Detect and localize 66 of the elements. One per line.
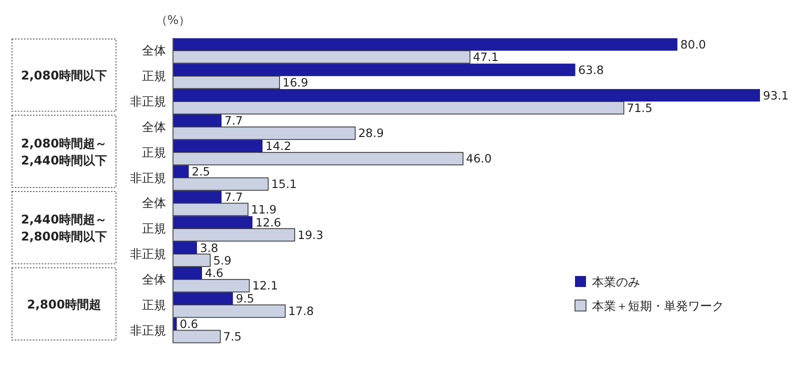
bar [173,292,233,305]
y-tick-label: 非正規 [130,323,166,338]
bar [172,76,280,90]
text: 2,800時間超 [27,297,101,312]
bar [173,64,576,76]
data-label: 93.1 [763,88,789,102]
data-label: 0.6 [180,317,198,332]
bar [172,126,356,140]
data-label: 7.7 [224,190,243,204]
bar [172,152,464,166]
bar [173,242,197,254]
data-label: 47.1 [472,50,499,64]
y-tick-label: 正規 [142,69,166,84]
data-label: 46.0 [466,152,492,166]
data-label: 2.5 [192,164,210,179]
bar [172,279,250,292]
bar [173,89,760,102]
text: 2,080時間超～ 2,440時間以下 [21,136,107,168]
data-label: 7.5 [223,330,242,344]
y-tick-label: 非正規 [130,247,166,262]
data-label: 12.6 [255,215,282,230]
y-tick-label: 全体 [142,44,166,58]
bar [173,38,678,51]
data-label: 5.9 [213,253,232,268]
data-label: 19.3 [298,228,324,242]
data-label: 71.5 [626,100,652,115]
bar [173,190,222,204]
bar [172,254,211,267]
data-label: 15.1 [271,177,297,192]
data-label: 11.9 [251,202,277,216]
data-label: 80.0 [680,37,706,52]
data-label: 9.5 [236,292,254,306]
y-tick-label: 正規 [142,145,166,160]
bar [172,304,286,318]
bar [172,330,221,344]
data-label: 4.6 [205,266,224,280]
y-tick-label: 全体 [142,196,166,210]
y-tick-label: 非正規 [130,94,166,109]
y-tick-label: 全体 [142,120,166,134]
legend-label: 本業＋短期・単発ワーク [592,299,724,313]
bar [173,216,252,229]
bar [172,177,269,191]
bar [173,140,263,152]
bar [173,266,202,280]
data-label: 16.9 [282,75,308,90]
bar [172,101,624,114]
bar [173,114,222,127]
data-label: 28.9 [358,126,384,140]
data-label: 17.8 [288,304,314,318]
y-tick-label: 正規 [142,298,166,312]
data-label: 63.8 [578,62,604,77]
bar [172,228,296,242]
y-tick-label: 正規 [142,222,166,236]
text: 2,080時間以下 [21,68,107,83]
text: 2,440時間超～ 2,800時間以下 [21,212,107,244]
data-label: 3.8 [200,240,218,255]
bar [172,202,248,216]
data-label: 7.7 [224,114,243,128]
data-label: 12.1 [252,278,278,293]
x-axis-title: （%） [155,13,191,27]
legend-label: 本業のみ [592,275,640,289]
y-tick-label: 全体 [142,272,166,286]
data-label: 14.2 [266,139,292,154]
bar [172,50,470,64]
y-tick-label: 非正規 [130,170,166,185]
bar [173,165,189,178]
